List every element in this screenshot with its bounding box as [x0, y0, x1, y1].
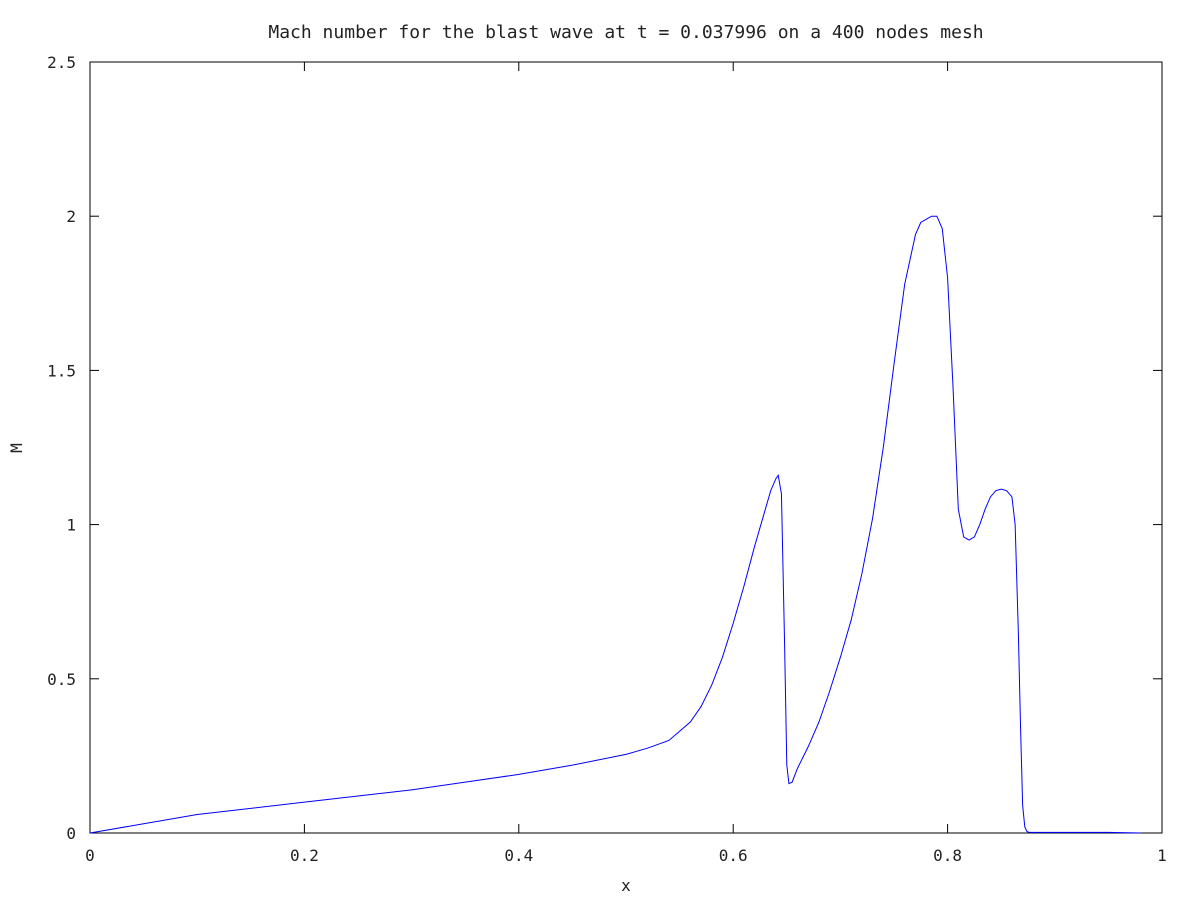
x-tick-label: 0.8: [933, 846, 962, 865]
x-tick-label: 0.4: [504, 846, 533, 865]
series-line-mach: [89, 215, 1141, 834]
x-axis-label: x: [621, 876, 631, 895]
chart-title: Mach number for the blast wave at t = 0.…: [268, 22, 983, 43]
y-tick-label: 0.5: [47, 670, 76, 689]
axis-tick-labels: 0 0.2 0.4 0.6 0.8 1 0 0.5 1 1.5 2 2.5: [47, 53, 1167, 865]
axis-ticks: [89, 61, 1163, 834]
y-axis-label: M: [7, 443, 26, 453]
x-tick-label: 0.6: [719, 846, 748, 865]
x-tick-label: 1: [1157, 846, 1167, 865]
plot-frame: [89, 61, 1163, 834]
y-tick-label: 2.5: [47, 53, 76, 72]
x-tick-label: 0: [85, 846, 95, 865]
x-tick-label: 0.2: [290, 846, 319, 865]
y-tick-label: 0: [66, 824, 76, 843]
y-tick-label: 1: [66, 516, 76, 535]
y-tick-label: 2: [66, 207, 76, 226]
y-tick-label: 1.5: [47, 361, 76, 380]
